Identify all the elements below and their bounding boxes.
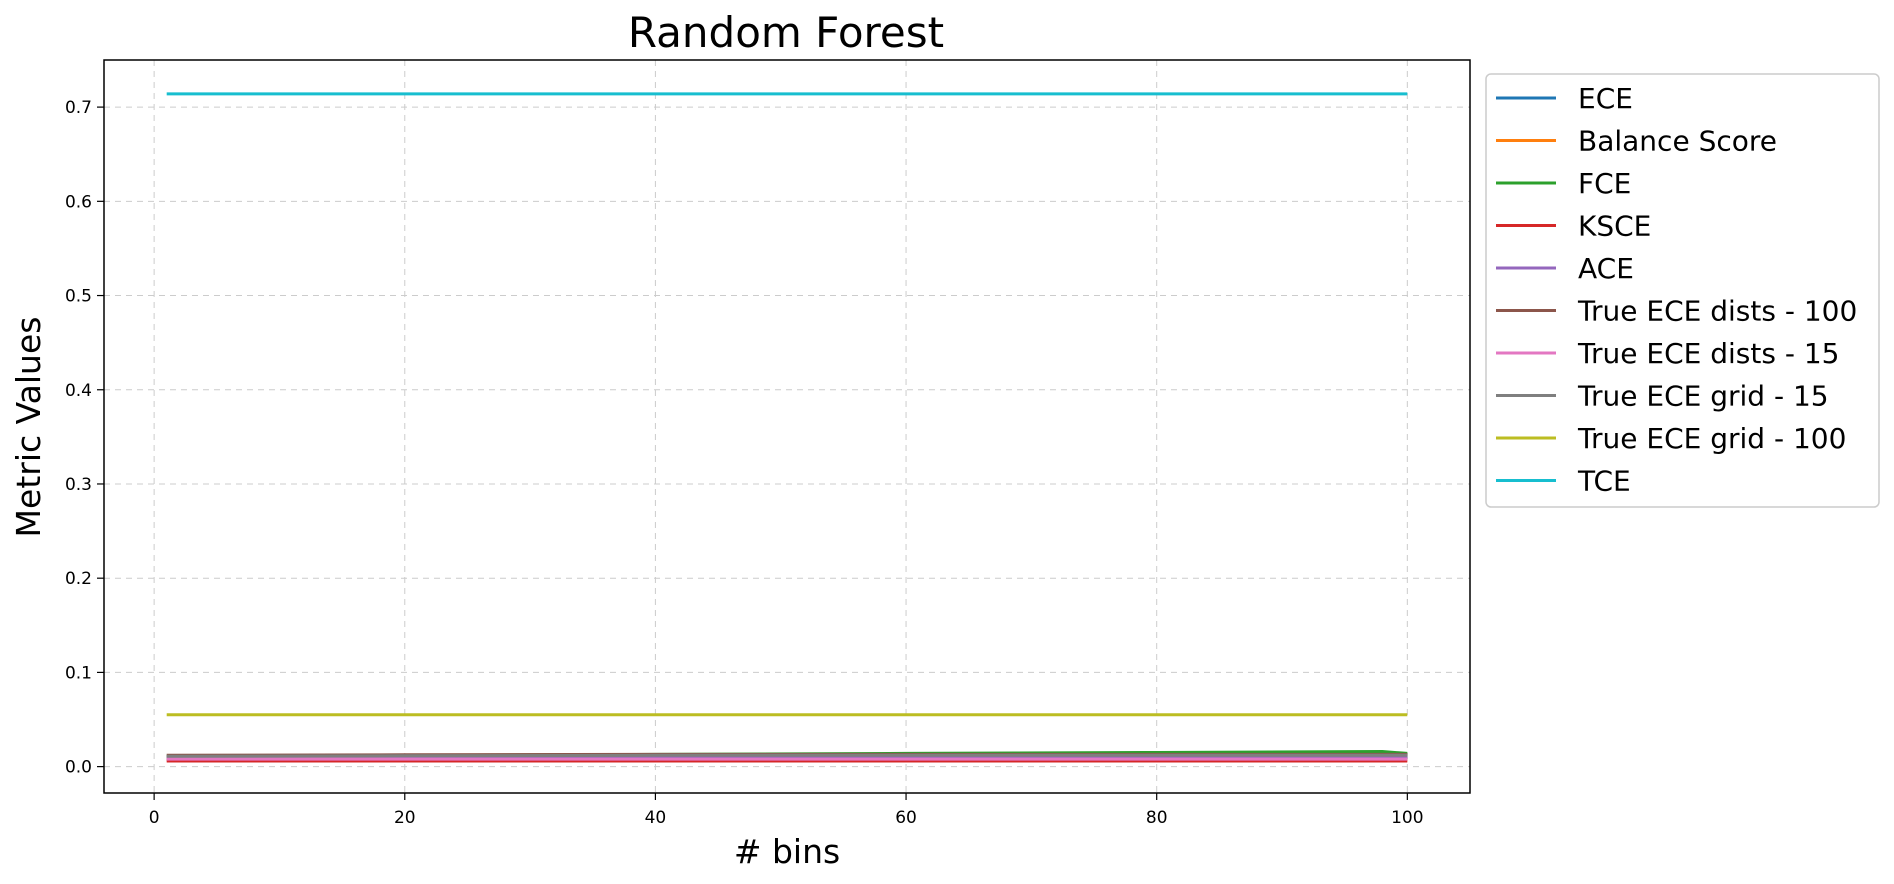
legend-label-fce: FCE	[1578, 167, 1631, 200]
x-tick-label: 0	[149, 808, 160, 828]
x-axis-ticks: 0 20 40 60 80 100	[149, 793, 1424, 828]
legend-label-true-ece-grid-100: True ECE grid - 100	[1577, 422, 1846, 455]
legend-label-ace: ACE	[1578, 252, 1634, 285]
y-tick-label: 0.3	[65, 475, 92, 495]
plot-frame	[103, 59, 1471, 794]
x-tick-label: 100	[1391, 808, 1423, 828]
legend-label-tce: TCE	[1577, 465, 1631, 498]
chart-title: Random Forest	[628, 8, 944, 57]
x-axis-title: # bins	[734, 832, 840, 871]
y-axis-ticks: 0.0 0.1 0.2 0.3 0.4 0.5 0.6 0.7	[65, 98, 104, 778]
y-tick-label: 0.1	[65, 663, 92, 683]
y-tick-label: 0.2	[65, 569, 92, 589]
series-layer	[166, 92, 1408, 763]
y-tick-label: 0.0	[65, 758, 92, 778]
x-tick-label: 20	[394, 808, 416, 828]
x-tick-label: 40	[645, 808, 667, 828]
legend-label-true-ece-dists-15: True ECE dists - 15	[1577, 337, 1839, 370]
legend-frame	[1485, 73, 1880, 508]
x-tick-label: 80	[1146, 808, 1168, 828]
y-axis-title: Metric Values	[9, 317, 48, 538]
y-tick-label: 0.6	[65, 192, 92, 212]
legend-label-ece: ECE	[1578, 82, 1633, 115]
legend-label-ksce: KSCE	[1578, 210, 1651, 243]
series-line-true-ece-grid-15	[166, 753, 1408, 758]
grid-layer	[104, 60, 1470, 793]
legend-label-true-ece-dists-100: True ECE dists - 100	[1577, 295, 1857, 328]
legend: ECE Balance Score FCE KSCE ACE True ECE dists…	[1485, 73, 1880, 508]
legend-items: ECE Balance Score FCE KSCE ACE True ECE dists…	[1496, 82, 1857, 498]
x-tick-label: 60	[895, 808, 917, 828]
legend-label-true-ece-grid-15: True ECE grid - 15	[1577, 380, 1829, 413]
y-tick-label: 0.4	[65, 381, 92, 401]
legend-label-balance-score: Balance Score	[1578, 125, 1777, 158]
y-tick-label: 0.5	[65, 287, 92, 307]
y-tick-label: 0.7	[65, 98, 92, 118]
